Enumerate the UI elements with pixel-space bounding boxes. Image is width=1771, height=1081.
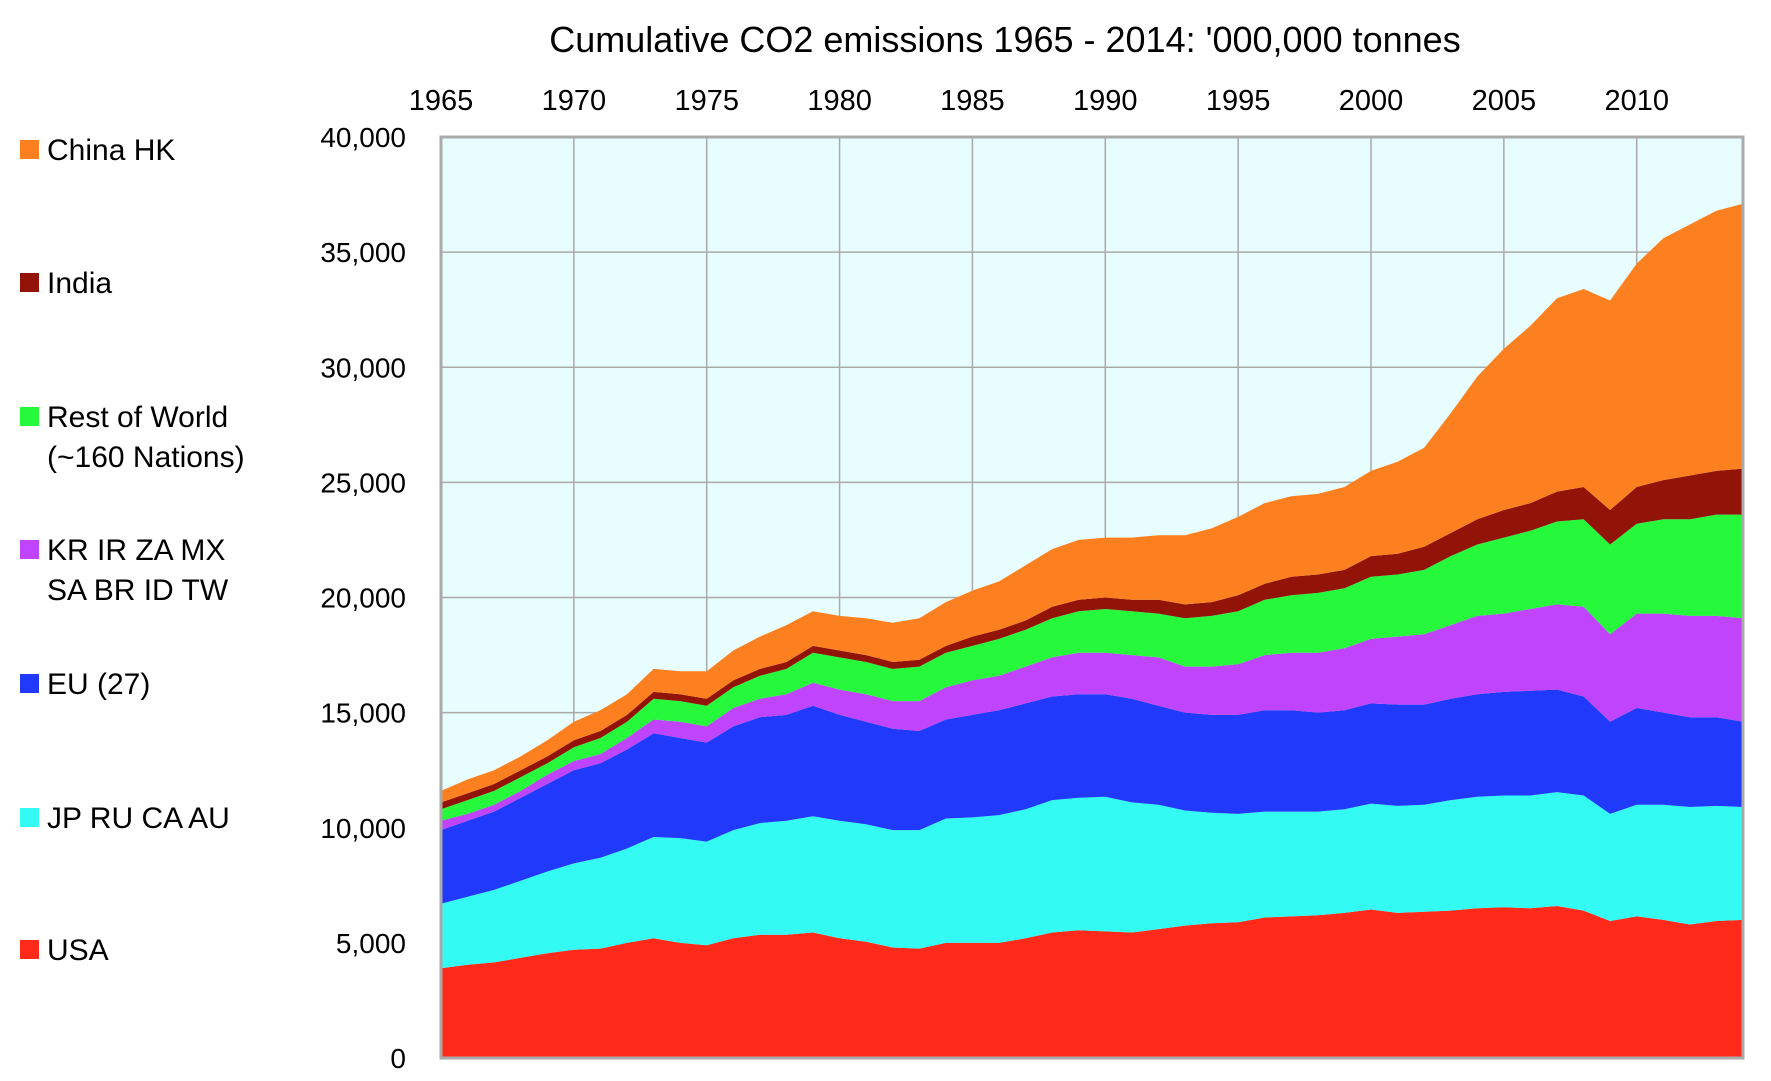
legend-item: JP RU CA AU — [20, 802, 230, 835]
legend-label: Rest of World — [47, 401, 228, 434]
y-axis: 0 5,000 10,000 15,000 20,000 25,000 30,000 35,0… — [320, 122, 406, 1074]
x-tick-label: 2005 — [1472, 85, 1537, 117]
y-tick-label: 0 — [390, 1043, 406, 1074]
legend-item: USA — [20, 934, 109, 967]
legend-item: KR IR ZA MX SA BR ID TW — [20, 534, 229, 607]
x-tick-label: 2000 — [1339, 85, 1404, 117]
legend: USA JP RU CA AU EU (27) KR IR ZA MX SA BR ID… — [20, 134, 245, 967]
area-usa — [441, 906, 1743, 1058]
legend-label: (~160 Nations) — [47, 441, 245, 474]
legend-label: JP RU CA AU — [47, 802, 230, 835]
legend-swatch — [20, 940, 39, 959]
legend-label: India — [47, 267, 112, 300]
legend-swatch — [20, 674, 39, 693]
x-axis: 1965 1970 1975 1980 1985 1990 1995 2000 2005 2010 — [409, 85, 1669, 117]
legend-swatch — [20, 540, 39, 559]
legend-item: EU (27) — [20, 668, 150, 701]
legend-label: USA — [47, 934, 109, 967]
y-tick-label: 25,000 — [320, 467, 406, 498]
chart-title: Cumulative CO2 emissions 1965 - 2014: '0… — [549, 19, 1460, 60]
y-tick-label: 30,000 — [320, 352, 406, 383]
area-rest-of-world-160-nations — [441, 514, 1743, 821]
legend-swatch — [20, 808, 39, 827]
x-tick-label: 2010 — [1604, 85, 1669, 117]
y-tick-label: 35,000 — [320, 237, 406, 268]
x-tick-label: 1965 — [409, 85, 474, 117]
legend-label: China HK — [47, 134, 175, 167]
legend-swatch — [20, 273, 39, 292]
legend-item: Rest of World (~160 Nations) — [20, 401, 245, 474]
y-tick-label: 40,000 — [320, 122, 406, 153]
y-tick-label: 10,000 — [320, 813, 406, 844]
legend-label: EU (27) — [47, 668, 150, 701]
legend-swatch — [20, 140, 39, 159]
plot-frame — [439, 135, 1745, 1060]
x-tick-label: 1995 — [1206, 85, 1271, 117]
y-tick-label: 20,000 — [320, 583, 406, 614]
area-china-hk — [441, 203, 1743, 803]
area-kr-ir-za-mx-sa-br-id-tw — [441, 604, 1743, 831]
area-india — [441, 468, 1743, 810]
area-eu-27 — [441, 689, 1743, 904]
x-tick-label: 1980 — [807, 85, 872, 117]
y-tick-label: 5,000 — [336, 928, 406, 959]
x-tick-label: 1985 — [940, 85, 1005, 117]
area-series — [441, 203, 1743, 1058]
x-tick-label: 1990 — [1073, 85, 1138, 117]
area-jp-ru-ca-au — [441, 792, 1743, 969]
x-tick-label: 1975 — [674, 85, 739, 117]
legend-item: India — [20, 267, 112, 300]
legend-label: SA BR ID TW — [47, 574, 229, 607]
y-tick-label: 15,000 — [320, 698, 406, 729]
x-tick-label: 1970 — [542, 85, 607, 117]
legend-label: KR IR ZA MX — [47, 534, 225, 567]
legend-swatch — [20, 407, 39, 426]
legend-item: China HK — [20, 134, 175, 167]
